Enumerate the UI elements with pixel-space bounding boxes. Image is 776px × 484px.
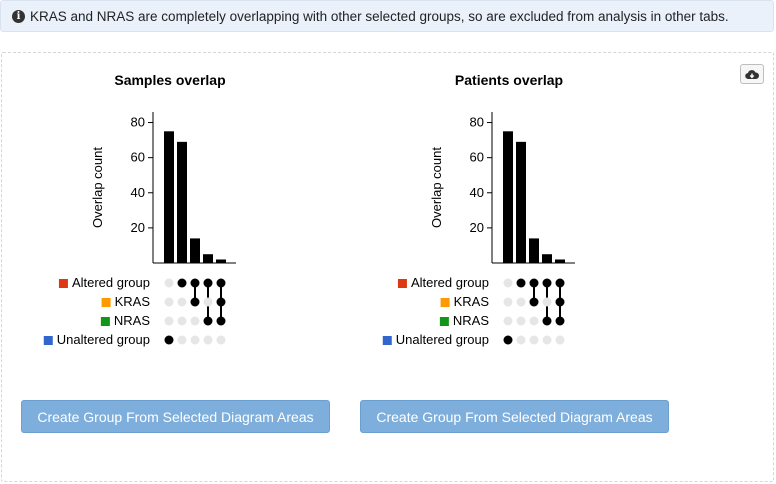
membership-dot-filled[interactable] <box>216 278 226 288</box>
group-label: KRAS <box>454 294 490 309</box>
y-axis-label: Overlap count <box>429 147 444 228</box>
membership-dot-filled[interactable] <box>555 278 565 288</box>
group-color-swatch <box>43 336 53 345</box>
membership-dot-empty[interactable] <box>203 335 213 345</box>
membership-dot-filled[interactable] <box>177 278 187 288</box>
membership-dot-filled[interactable] <box>216 297 226 307</box>
group-color-swatch <box>100 317 110 326</box>
y-tick-label: 60 <box>131 150 145 165</box>
membership-dot-filled[interactable] <box>216 316 226 326</box>
overlap-bar[interactable] <box>542 254 552 263</box>
membership-dot-filled[interactable] <box>190 278 200 288</box>
membership-dot-empty[interactable] <box>177 297 187 307</box>
y-tick-label: 20 <box>131 220 145 235</box>
membership-dot-filled[interactable] <box>190 297 200 307</box>
patients-overlap-chart: Patients overlap 20 40 60 80 Overlap count Al… <box>349 60 669 360</box>
membership-dot-empty[interactable] <box>529 335 539 345</box>
membership-dot-filled[interactable] <box>203 278 213 288</box>
membership-dot-empty[interactable] <box>216 335 226 345</box>
group-color-swatch <box>397 279 407 288</box>
overlap-bar[interactable] <box>516 141 526 263</box>
group-label: NRAS <box>114 313 150 328</box>
membership-dot-empty[interactable] <box>529 316 539 326</box>
cloud-download-icon <box>745 69 759 79</box>
group-color-swatch <box>101 298 111 307</box>
membership-dot-empty[interactable] <box>203 297 213 307</box>
group-label: NRAS <box>453 313 489 328</box>
membership-dot-empty[interactable] <box>516 297 526 307</box>
group-color-swatch <box>382 336 392 345</box>
membership-dot-filled[interactable] <box>555 316 565 326</box>
y-tick-label: 80 <box>470 115 484 130</box>
overlap-bar[interactable] <box>203 254 213 263</box>
group-label: Unaltered group <box>57 332 150 347</box>
overlap-bar[interactable] <box>164 131 174 263</box>
membership-dot-empty[interactable] <box>177 335 187 345</box>
overlap-bar[interactable] <box>190 238 200 263</box>
overlap-bar[interactable] <box>177 141 187 263</box>
overlap-bar[interactable] <box>529 238 539 263</box>
membership-dot-filled[interactable] <box>516 278 526 288</box>
membership-dot-empty[interactable] <box>503 278 513 288</box>
y-tick-label: 20 <box>470 220 484 235</box>
overlap-bar[interactable] <box>503 131 513 263</box>
group-color-swatch <box>58 279 68 288</box>
download-button[interactable] <box>740 64 764 84</box>
membership-dot-empty[interactable] <box>555 335 565 345</box>
membership-dot-empty[interactable] <box>164 316 174 326</box>
patients-overlap-svg: 20 40 60 80 Overlap count Altered group KRAS NR… <box>382 112 575 347</box>
group-label: Unaltered group <box>396 332 489 347</box>
chart-title: Samples overlap <box>114 72 226 88</box>
overlap-bar[interactable] <box>555 259 565 263</box>
group-label: Altered group <box>72 275 150 290</box>
samples-overlap-chart: Samples overlap 20 40 60 80 Overlap count Alt… <box>10 60 330 360</box>
group-label: Altered group <box>411 275 489 290</box>
overlap-panel <box>1 52 774 482</box>
y-tick-label: 40 <box>131 185 145 200</box>
membership-dot-empty[interactable] <box>503 316 513 326</box>
info-alert: i KRAS and NRAS are completely overlappi… <box>0 0 774 32</box>
alert-text: KRAS and NRAS are completely overlapping… <box>30 8 729 24</box>
membership-dot-filled[interactable] <box>542 316 552 326</box>
membership-dot-filled[interactable] <box>164 335 174 345</box>
membership-dot-empty[interactable] <box>177 316 187 326</box>
membership-dot-empty[interactable] <box>542 297 552 307</box>
membership-dot-empty[interactable] <box>164 297 174 307</box>
y-tick-label: 80 <box>131 115 145 130</box>
chart-title: Patients overlap <box>454 72 564 88</box>
samples-overlap-svg: 20 40 60 80 Overlap count Altered group KRAS NR… <box>43 112 236 347</box>
membership-dot-filled[interactable] <box>555 297 565 307</box>
membership-dot-empty[interactable] <box>516 335 526 345</box>
y-axis-label: Overlap count <box>90 147 105 228</box>
group-label: KRAS <box>115 294 151 309</box>
membership-dot-filled[interactable] <box>529 278 539 288</box>
membership-dot-empty[interactable] <box>516 316 526 326</box>
membership-dot-filled[interactable] <box>529 297 539 307</box>
membership-dot-empty[interactable] <box>503 297 513 307</box>
membership-dot-empty[interactable] <box>542 335 552 345</box>
membership-dot-filled[interactable] <box>503 335 513 345</box>
y-tick-label: 40 <box>470 185 484 200</box>
overlap-bar[interactable] <box>216 259 226 263</box>
create-group-button-samples[interactable]: Create Group From Selected Diagram Areas <box>21 400 330 433</box>
info-icon: i <box>12 9 25 23</box>
membership-dot-empty[interactable] <box>190 335 200 345</box>
y-tick-label: 60 <box>470 150 484 165</box>
membership-dot-filled[interactable] <box>542 278 552 288</box>
group-color-swatch <box>440 298 450 307</box>
membership-dot-filled[interactable] <box>203 316 213 326</box>
membership-dot-empty[interactable] <box>164 278 174 288</box>
group-color-swatch <box>439 317 449 326</box>
create-group-button-patients[interactable]: Create Group From Selected Diagram Areas <box>360 400 669 433</box>
membership-dot-empty[interactable] <box>190 316 200 326</box>
